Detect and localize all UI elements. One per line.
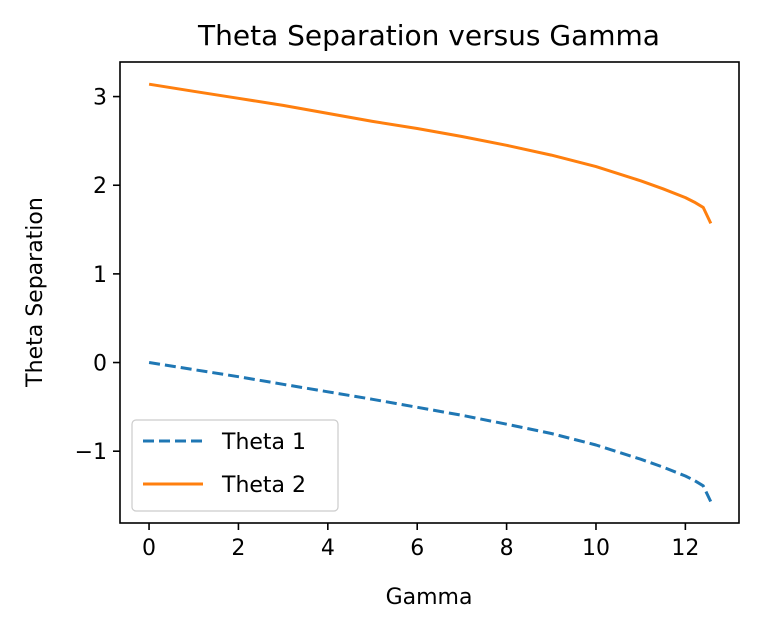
- x-tick-label: 4: [321, 536, 335, 561]
- series-line-theta-1: [148, 361, 713, 503]
- series-layer: [148, 82, 713, 503]
- x-tick-label: 10: [582, 536, 610, 561]
- y-tick-label: 0: [93, 352, 107, 377]
- x-axis: 0 2 4 6 8 10 12: [142, 523, 699, 561]
- legend: Theta 1 Theta 2: [131, 419, 339, 512]
- legend-label-theta-1: Theta 1: [221, 430, 306, 455]
- y-tick-label: 3: [93, 86, 107, 111]
- x-tick-label: 8: [500, 536, 514, 561]
- plot-frame: [119, 61, 740, 524]
- x-axis-label: Gamma: [386, 585, 473, 610]
- y-axis-label: Theta Separation: [23, 197, 48, 388]
- x-tick-label: 2: [231, 536, 245, 561]
- y-axis: −1 0 1 2 3: [75, 86, 120, 465]
- y-tick-label: 1: [93, 263, 107, 288]
- y-tick-label: 2: [93, 174, 107, 199]
- x-tick-label: 12: [671, 536, 699, 561]
- x-tick-label: 0: [142, 536, 156, 561]
- x-tick-label: 6: [410, 536, 424, 561]
- chart-title: Theta Separation versus Gamma: [197, 19, 660, 52]
- legend-box: [131, 419, 339, 512]
- series-line-theta-2: [148, 82, 713, 225]
- legend-label-theta-2: Theta 2: [221, 473, 306, 498]
- y-tick-label: −1: [75, 440, 107, 465]
